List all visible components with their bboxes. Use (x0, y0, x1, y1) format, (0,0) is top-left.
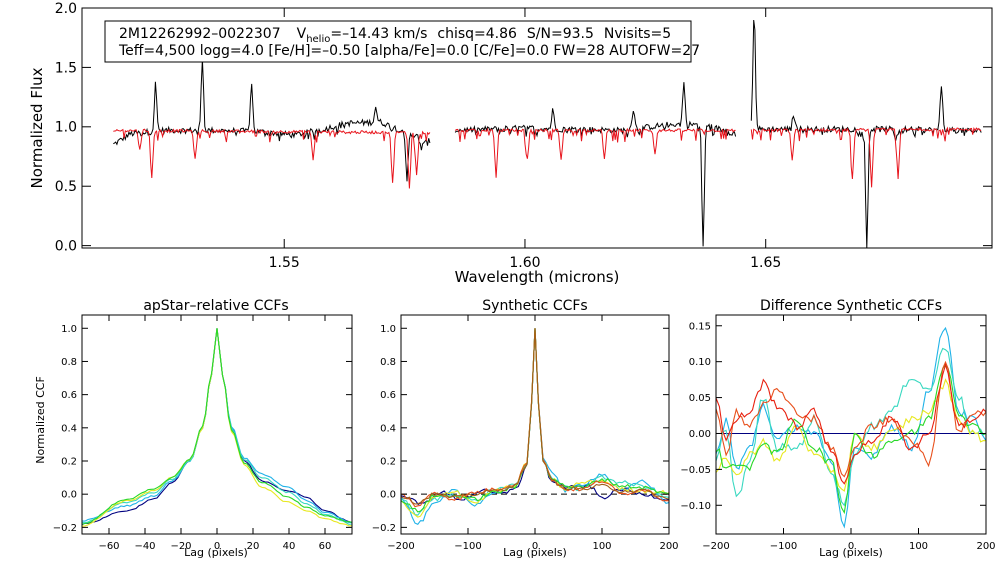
difference-ccf-xtick-label: −100 (770, 541, 797, 552)
synthetic-ccf-panel: Synthetic CCFs −200 −100 0 100 200 −0.2 0.0 0.2… (372, 298, 679, 559)
apstar-ccf-xtick-label: −20 (170, 541, 191, 552)
difference-ccf-x-axis-label: Lag (pixels) (819, 546, 883, 559)
spectrum-y-axis-label: Normalized Flux (28, 67, 46, 188)
difference-ccf-panel: Difference Synthetic CCFs −200 −100 0 100 20… (680, 298, 995, 559)
spectrum-panel: 1.55 1.60 1.65 0.0 0.5 1.0 1.5 2.0 Wavelength (… (28, 1, 993, 286)
spectrum-info-box: 2M12262992–0022307 Vhelio=–14.43 km/s chis… (104, 20, 700, 63)
synthetic-ccf-xtick-label: −100 (454, 541, 481, 552)
apstar-ccf-ytick-label: 0.6 (61, 390, 77, 401)
synthetic-ccf-ytick-label: 0.4 (380, 423, 396, 434)
info-box-line-1: 2M12262992–0022307 Vhelio=–14.43 km/s chis… (119, 26, 671, 45)
info-star-id: 2M12262992–0022307 (119, 26, 281, 42)
info-vhelio-prefix: V (297, 26, 307, 42)
spectrum-synthetic-line-chip-2 (454, 127, 736, 178)
difference-ccf-ytick-label: −0.05 (680, 465, 711, 476)
apstar-ccf-visit-5-line (82, 328, 352, 525)
synthetic-ccf-ytick-label: 0.6 (380, 390, 396, 401)
info-box-frame (104, 20, 692, 63)
apstar-ccf-y-axis-label: Normalized CCF (34, 376, 47, 464)
apstar-ccf-title: apStar–relative CCFs (143, 298, 288, 314)
difference-ccf-series (716, 326, 986, 529)
difference-ccf-ytick-label: 0.00 (689, 429, 711, 440)
info-nvisits: Nvisits=5 (604, 26, 671, 42)
spectrum-axis-ticks: 1.55 1.60 1.65 0.0 0.5 1.0 1.5 2.0 (55, 1, 992, 271)
synthetic-ccf-ytick-label: −0.2 (372, 523, 396, 534)
synthetic-ccf-series (401, 328, 669, 525)
synthetic-ccf-visit-6-line (401, 328, 669, 505)
difference-ccf-ytick-label: 0.05 (689, 393, 711, 404)
apstar-ccf-ytick-label: 0.4 (61, 423, 77, 434)
apstar-ccf-xtick-label: 60 (319, 541, 332, 552)
spectrum-series (113, 19, 982, 248)
spectrum-xtick-label: 1.60 (509, 255, 540, 271)
spectrum-observed-line-chip-2 (454, 82, 737, 247)
spectrum-ytick-label: 2.0 (55, 1, 77, 17)
difference-ccf-xtick-label: 200 (976, 541, 995, 552)
info-vhelio-sub: helio (306, 34, 330, 45)
info-chisq: chisq=4.86 (437, 26, 517, 42)
synthetic-ccf-xtick-label: 0 (532, 541, 538, 552)
apstar-ccf-xtick-label: 20 (247, 541, 260, 552)
synthetic-ccf-x-axis-label: Lag (pixels) (503, 546, 567, 559)
apstar-ccf-ytick-label: 1.0 (61, 324, 77, 335)
difference-ccf-ytick-label: 0.15 (689, 321, 711, 332)
apstar-ccf-xtick-label: 40 (283, 541, 296, 552)
synthetic-ccf-xtick-label: 200 (659, 541, 678, 552)
spectrum-synthetic-line-chip-3 (750, 126, 982, 188)
spectrum-ytick-label: 0.0 (55, 239, 77, 255)
synthetic-ccf-xtick-label: −200 (387, 541, 414, 552)
spectrum-x-axis-label: Wavelength (microns) (455, 268, 620, 286)
info-vhelio-value: =–14.43 km/s (330, 26, 427, 42)
difference-ccf-ytick-label: −0.10 (680, 501, 711, 512)
difference-ccf-axis-ticks: −200 −100 0 100 200 −0.10 −0.05 0.00 0.05 0.10 0.1… (680, 315, 996, 552)
apstar-ccf-ytick-label: 0.8 (61, 357, 77, 368)
difference-ccf-title: Difference Synthetic CCFs (760, 298, 942, 314)
spectrum-xtick-label: 1.55 (269, 255, 300, 271)
apstar-ccf-axis-ticks: −60 −40 −20 0 20 40 60 −0.2 0.0 0.2 0.4 0.6 0.8 1.0 (53, 315, 352, 552)
synthetic-ccf-ytick-label: 0.2 (380, 457, 396, 468)
apstar-ccf-xtick-label: −40 (134, 541, 155, 552)
synthetic-ccf-ytick-label: 0.0 (380, 490, 396, 501)
spectrum-xtick-label: 1.65 (750, 255, 781, 271)
difference-ccf-visit-6-line (716, 362, 986, 485)
apstar-ccf-xtick-label: −60 (98, 541, 119, 552)
apstar-ccf-xtick-label: 0 (214, 541, 220, 552)
spectrum-observed-line-chip-3 (750, 19, 982, 248)
info-box-line-2: Teff=4,500 logg=4.0 [Fe/H]=–0.50 [alpha/… (118, 43, 700, 59)
difference-ccf-visit-2-line (716, 347, 986, 507)
apstar-ccf-ytick-label: 0.2 (61, 457, 77, 468)
synthetic-ccf-ytick-label: 0.8 (380, 357, 396, 368)
difference-ccf-ytick-label: 0.10 (689, 357, 711, 368)
apstar-ccf-ytick-label: 0.0 (61, 490, 77, 501)
difference-ccf-visit-5-line (716, 360, 986, 478)
synthetic-ccf-axis-ticks: −200 −100 0 100 200 −0.2 0.0 0.2 0.4 0.6 0.8 1.0 (372, 315, 679, 552)
synthetic-ccf-title: Synthetic CCFs (482, 298, 587, 314)
apstar-ccf-ytick-label: −0.2 (53, 523, 77, 534)
apstar-ccf-series (82, 328, 352, 527)
apstar-ccf-panel: apStar–relative CCFs −60 −40 −20 0 20 40 60 −0.… (34, 298, 353, 559)
spectrum-plot-frame (81, 7, 993, 249)
spectrum-ytick-label: 0.5 (55, 179, 77, 195)
apstar-ccf-x-axis-label: Lag (pixels) (184, 546, 248, 559)
difference-ccf-xtick-label: −200 (702, 541, 729, 552)
spectrum-synthetic-line-chip-1 (113, 128, 431, 189)
synthetic-ccf-xtick-label: 100 (592, 541, 611, 552)
difference-ccf-xtick-label: 100 (909, 541, 928, 552)
spectrum-observed-line-chip-1 (113, 59, 431, 182)
synthetic-ccf-ytick-label: 1.0 (380, 324, 396, 335)
spectrum-ytick-label: 1.0 (55, 120, 77, 136)
info-snr: S/N=93.5 (527, 26, 594, 42)
difference-ccf-xtick-label: 0 (848, 541, 854, 552)
spectrum-ytick-label: 1.5 (55, 60, 77, 76)
